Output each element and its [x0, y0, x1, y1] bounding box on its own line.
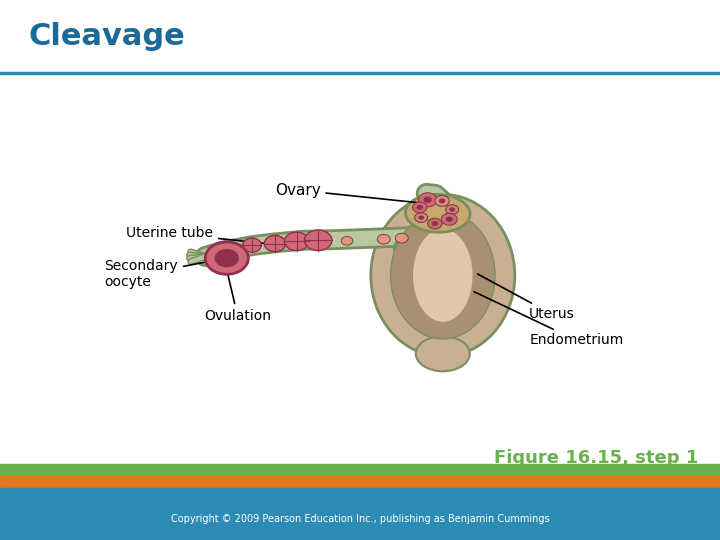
Circle shape — [418, 193, 437, 207]
Text: Copyright © 2009 Pearson Education Inc., publishing as Benjamin Cummings: Copyright © 2009 Pearson Education Inc.,… — [171, 515, 549, 524]
Text: Ovulation: Ovulation — [204, 273, 271, 323]
Ellipse shape — [416, 336, 470, 372]
Ellipse shape — [412, 228, 474, 322]
Circle shape — [341, 237, 353, 245]
Text: Ovary: Ovary — [274, 183, 429, 204]
Text: Uterus: Uterus — [477, 274, 575, 321]
Circle shape — [413, 202, 427, 213]
Ellipse shape — [405, 194, 470, 232]
Circle shape — [441, 213, 457, 225]
Circle shape — [205, 242, 248, 274]
Circle shape — [395, 233, 408, 243]
Circle shape — [243, 238, 261, 252]
Bar — [0, 488, 720, 500]
Circle shape — [284, 232, 309, 251]
Circle shape — [446, 205, 459, 214]
Circle shape — [377, 234, 390, 244]
Circle shape — [446, 217, 453, 222]
Circle shape — [435, 195, 449, 206]
Circle shape — [449, 207, 455, 212]
Ellipse shape — [391, 212, 495, 339]
Circle shape — [415, 213, 428, 222]
Text: Figure 16.15, step 1: Figure 16.15, step 1 — [494, 449, 698, 467]
Circle shape — [305, 230, 332, 251]
Text: Cleavage: Cleavage — [29, 22, 186, 51]
Bar — [0, 500, 720, 540]
Circle shape — [418, 215, 424, 220]
Bar — [0, 476, 720, 488]
Text: Secondary
oocyte: Secondary oocyte — [104, 259, 224, 289]
Circle shape — [423, 197, 432, 203]
Circle shape — [416, 205, 423, 210]
Circle shape — [431, 221, 438, 226]
Bar — [0, 464, 720, 476]
Ellipse shape — [371, 194, 515, 356]
Text: Uterine tube: Uterine tube — [126, 226, 264, 243]
Circle shape — [264, 235, 286, 252]
Circle shape — [215, 249, 239, 267]
Circle shape — [439, 198, 445, 203]
Circle shape — [428, 218, 442, 229]
Text: Endometrium: Endometrium — [474, 292, 624, 347]
